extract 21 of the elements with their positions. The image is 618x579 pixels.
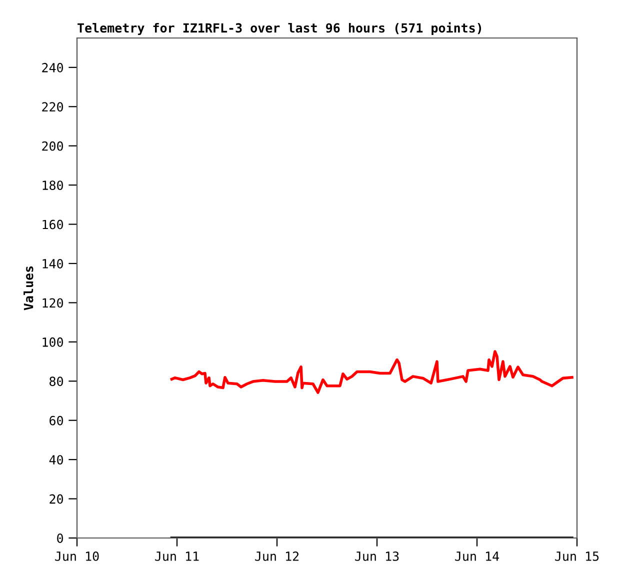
y-tick-label: 60 xyxy=(50,416,63,426)
y-tick-label: 240 xyxy=(42,62,63,72)
y-tick-label: 80 xyxy=(50,376,63,386)
x-tick-label: Jun 13 xyxy=(355,551,399,561)
y-tick-label: 0 xyxy=(57,534,63,543)
y-tick-label: 140 xyxy=(42,258,63,268)
x-tick-label: Jun 15 xyxy=(555,552,599,561)
y-tick-label: 220 xyxy=(42,102,63,112)
chart-title: Telemetry for IZ1RFL-3 over last 96 hours (571 points) xyxy=(78,22,482,36)
x-tick-label: Jun 10 xyxy=(55,551,99,561)
x-tick-label: Jun 12 xyxy=(255,551,299,561)
y-tick-label: 200 xyxy=(42,141,63,151)
y-tick-label: 120 xyxy=(42,298,63,308)
y-axis-title: Values xyxy=(24,266,34,310)
y-tick-label: 20 xyxy=(50,494,63,504)
x-tick-label: Jun 11 xyxy=(155,552,199,561)
y-tick-label: 180 xyxy=(42,180,63,190)
y-tick-label: 40 xyxy=(49,455,63,465)
x-tick-label: Jun 14 xyxy=(455,552,499,561)
y-tick-label: 160 xyxy=(42,220,63,230)
y-tick-label: 100 xyxy=(42,337,63,347)
